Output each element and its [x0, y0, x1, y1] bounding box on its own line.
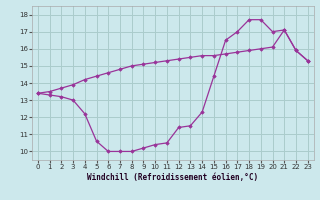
X-axis label: Windchill (Refroidissement éolien,°C): Windchill (Refroidissement éolien,°C)	[87, 173, 258, 182]
